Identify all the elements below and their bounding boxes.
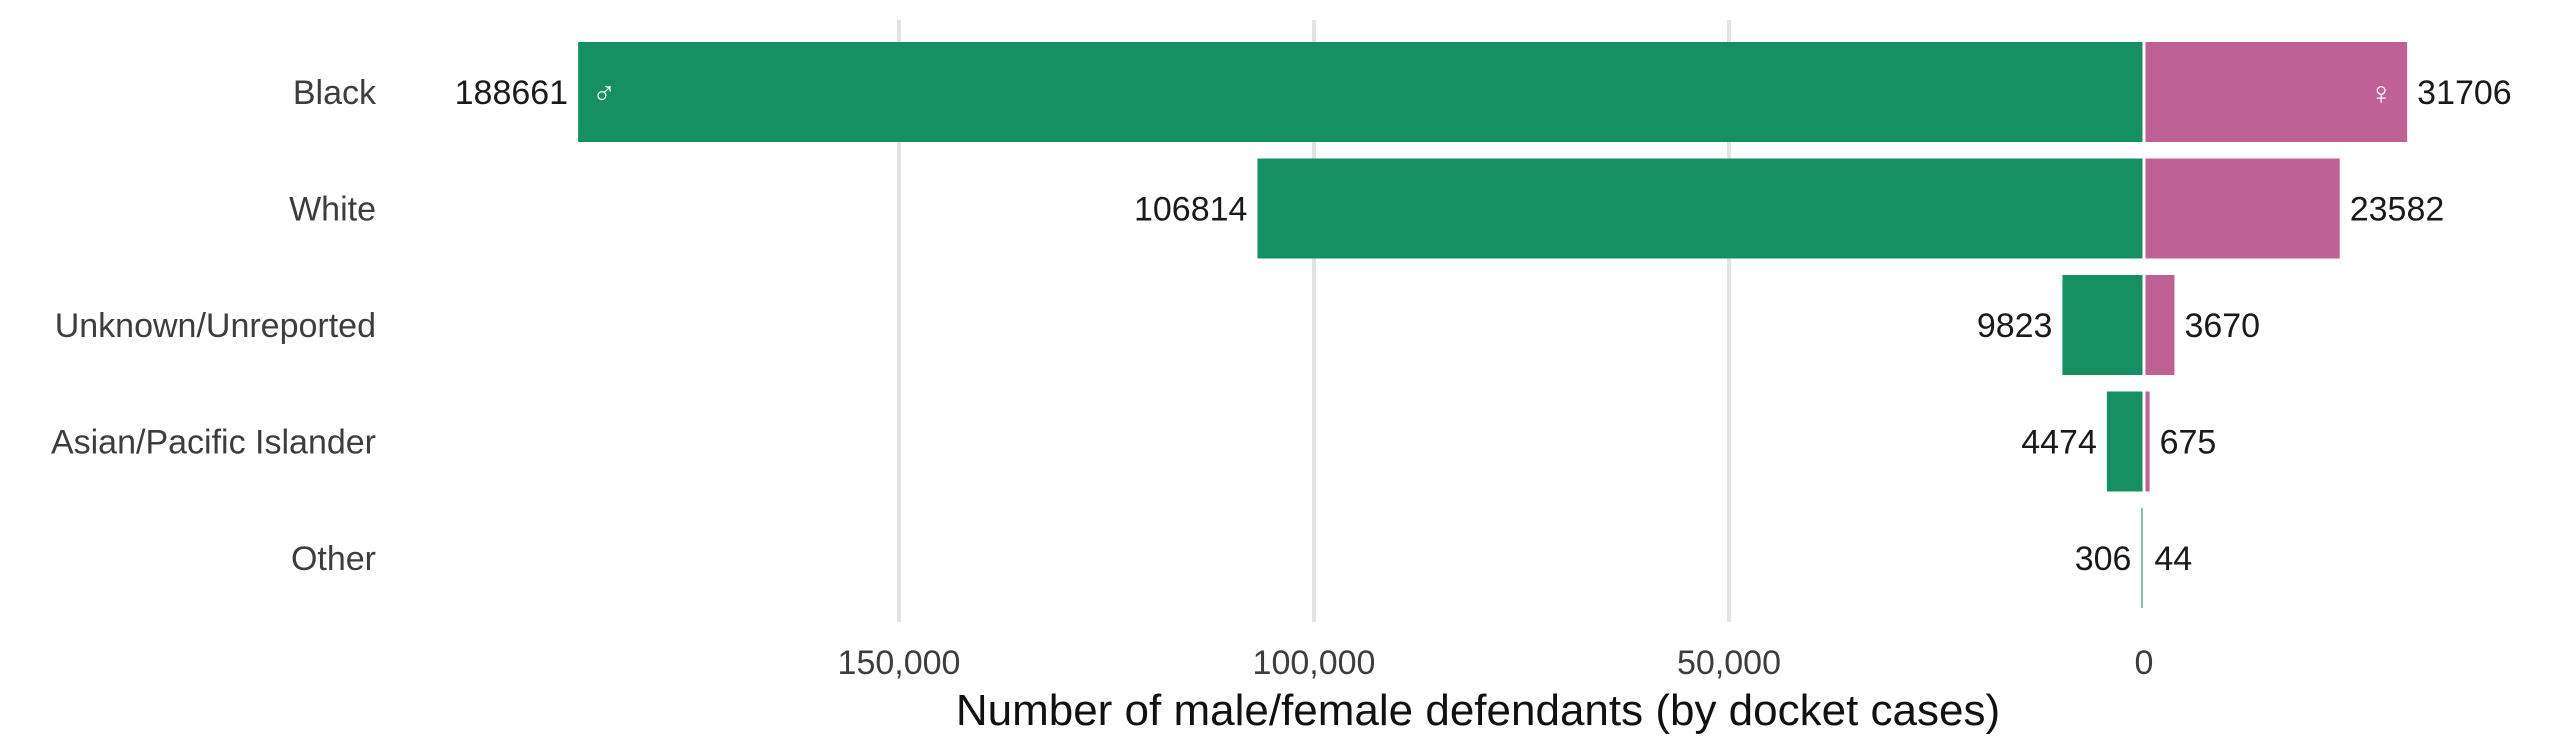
category-labels: Black White Unknown/Unreported Asian/Pacifi… bbox=[51, 74, 377, 578]
bars bbox=[578, 42, 2408, 608]
bar-female bbox=[2145, 391, 2150, 492]
data-label-female: 675 bbox=[2160, 424, 2217, 462]
bar-male bbox=[578, 42, 2143, 142]
data-label-female: 31706 bbox=[2417, 74, 2512, 112]
data-label-female: 44 bbox=[2154, 540, 2192, 578]
x-tick-label: 100,000 bbox=[1253, 644, 1376, 682]
male-symbol-icon: ♂ bbox=[592, 75, 616, 111]
data-label-male: 306 bbox=[2075, 540, 2132, 578]
x-axis-title: Number of male/female defendants (by doc… bbox=[956, 686, 2000, 735]
x-tick-label: 0 bbox=[2135, 644, 2154, 682]
bar-male bbox=[2106, 391, 2143, 492]
data-label-male: 106814 bbox=[1134, 191, 1247, 229]
bar-male bbox=[2062, 275, 2143, 375]
female-symbol-icon: ♀ bbox=[2369, 75, 2393, 111]
x-tick-label: 150,000 bbox=[838, 644, 961, 682]
bar-female bbox=[2145, 158, 2340, 259]
bar-male bbox=[2141, 508, 2143, 608]
category-label: White bbox=[289, 191, 376, 229]
data-label-male: 9823 bbox=[1977, 307, 2053, 345]
category-label: Asian/Pacific Islander bbox=[51, 424, 376, 462]
category-label: Black bbox=[293, 74, 377, 112]
data-label-male: 4474 bbox=[2021, 424, 2097, 462]
bar-female bbox=[2145, 42, 2408, 142]
bar-female bbox=[2145, 275, 2175, 375]
data-label-male: 188661 bbox=[455, 74, 568, 112]
data-label-female: 23582 bbox=[2350, 191, 2445, 229]
x-tick-label: 50,000 bbox=[1677, 644, 1781, 682]
data-label-female: 3670 bbox=[2184, 307, 2260, 345]
category-label: Other bbox=[291, 540, 376, 578]
bar-male bbox=[1257, 158, 2143, 259]
x-tick-labels: 150,000 100,000 50,000 0 bbox=[838, 644, 2154, 682]
data-labels: 188661 31706 ♂ ♀ 106814 23582 9823 3670 4474 675 3… bbox=[455, 74, 2512, 578]
category-label: Unknown/Unreported bbox=[55, 307, 376, 345]
